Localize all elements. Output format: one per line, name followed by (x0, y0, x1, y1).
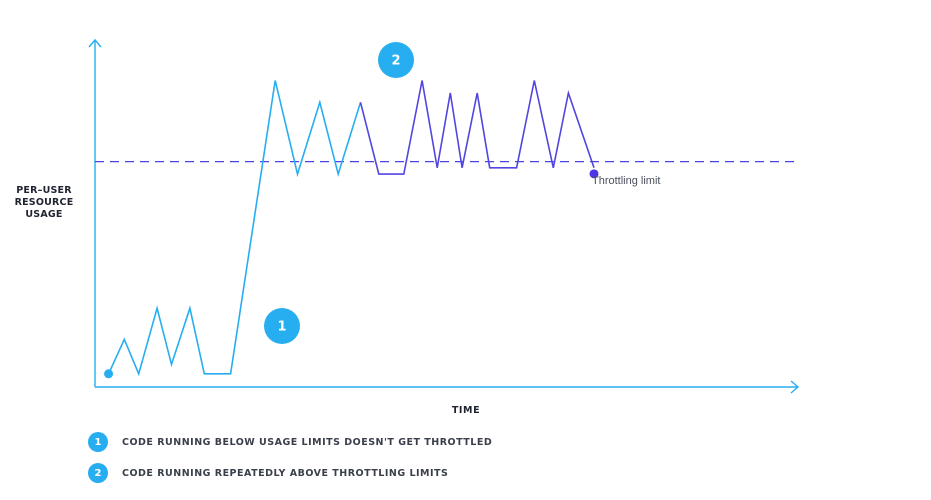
throttling-limit-label: Throttling limit (592, 175, 660, 187)
x-axis-arrow-icon (790, 380, 800, 394)
x-axis-label: TIME (452, 405, 480, 416)
y-axis-arrow-icon (88, 38, 102, 48)
y-axis-label-line-1: PER–USER (16, 185, 72, 196)
legend-text-2: CODE RUNNING REPEATEDLY ABOVE THROTTLING… (122, 467, 449, 479)
badge-2-circle (378, 42, 414, 78)
series-line-below (107, 80, 362, 377)
legend-badge-2: 2 (88, 463, 108, 483)
legend-item-1: 1 CODE RUNNING BELOW USAGE LIMITS DOESN'… (88, 432, 492, 452)
series-line-above (359, 80, 595, 175)
legend-item-2: 2 CODE RUNNING REPEATEDLY ABOVE THROTTLI… (88, 463, 448, 483)
y-axis-label-line-3: USAGE (25, 209, 62, 220)
legend-badge-1: 1 (88, 432, 108, 452)
badge-1-circle (264, 308, 300, 344)
marker-layer (104, 169, 599, 379)
end-point (589, 169, 599, 179)
badge-2-number: 2 (391, 54, 400, 69)
legend-text-1: CODE RUNNING BELOW USAGE LIMITS DOESN'T … (122, 436, 493, 448)
badge-1: 1 (264, 308, 300, 344)
start-point (104, 369, 114, 379)
badge-1-number: 1 (277, 320, 286, 335)
resource-usage-chart: Throttling limit PER–USER RESOURCE USAGE… (15, 38, 800, 416)
y-axis-label-line-2: RESOURCE (15, 197, 74, 208)
badge-2: 2 (378, 42, 414, 78)
axes (88, 38, 800, 394)
series-layer (107, 80, 595, 377)
